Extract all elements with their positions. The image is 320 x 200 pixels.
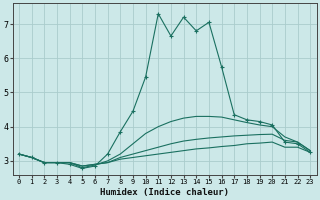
X-axis label: Humidex (Indice chaleur): Humidex (Indice chaleur) xyxy=(100,188,229,197)
